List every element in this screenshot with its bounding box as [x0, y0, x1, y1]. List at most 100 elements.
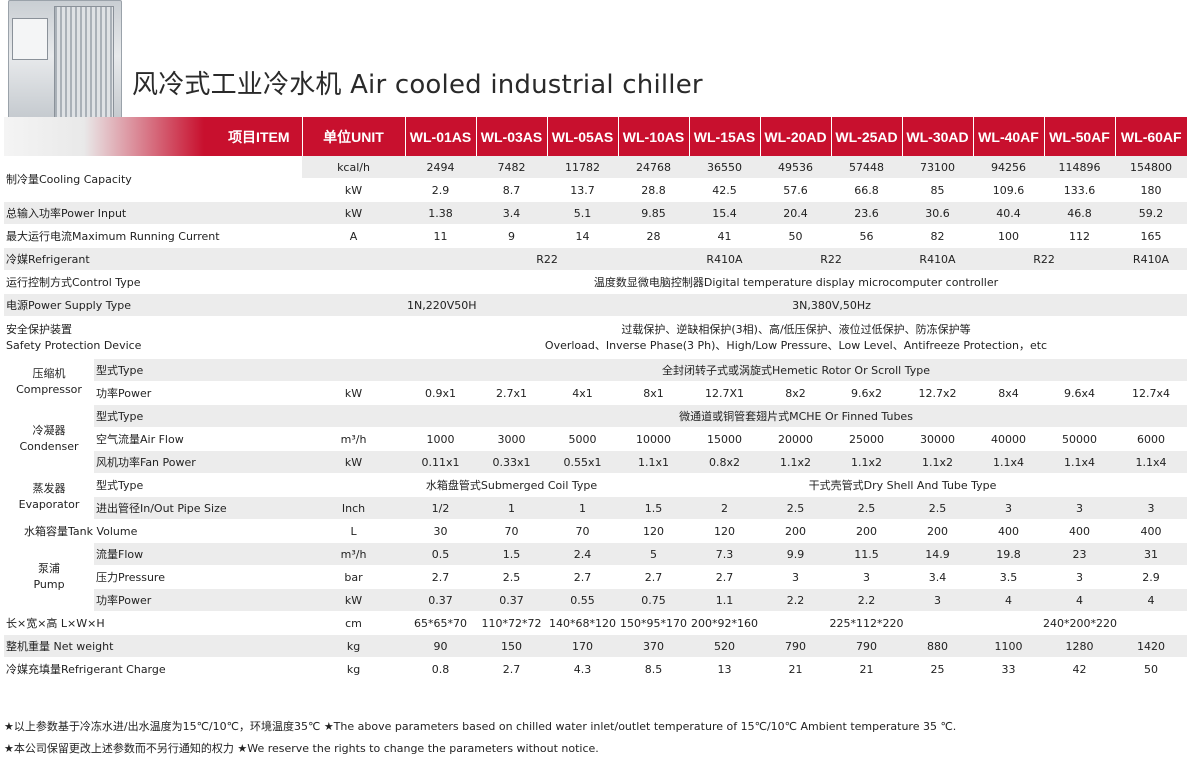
- header-unit: 单位UNIT: [301, 117, 406, 156]
- value-cell: 1.1: [689, 588, 761, 612]
- unit-cell: bar: [302, 565, 406, 589]
- dimension-label: 长×宽×高 L×W×H: [4, 611, 303, 635]
- condenser-type-label: 型式Type: [94, 404, 303, 428]
- evaporator-type-value: 干式壳管式Dry Shell And Tube Type: [618, 473, 1188, 497]
- value-cell: 3000: [476, 427, 548, 451]
- safety-value: 过载保护、逆缺相保护(3相)、高/低压保护、液位过低保护、防冻保护等 Overl…: [405, 316, 1188, 359]
- value-cell: 2.5: [831, 496, 903, 520]
- value-cell: 0.37: [476, 588, 548, 612]
- value-cell: 200: [760, 519, 832, 543]
- value-cell: 1: [547, 496, 619, 520]
- value-cell: 11: [405, 224, 477, 248]
- unit-cell: kW: [302, 201, 406, 225]
- value-cell: 4.3: [547, 657, 619, 681]
- evaporator-pipe-label: 进出管径In/Out Pipe Size: [94, 496, 303, 520]
- value-cell: 2.2: [831, 588, 903, 612]
- refrigerant-value: R410A: [902, 247, 974, 271]
- value-cell: 5.1: [547, 201, 619, 225]
- max-current-label: 最大运行电流Maximum Running Current: [4, 224, 303, 248]
- condenser-air-label: 空气流量Air Flow: [94, 427, 303, 451]
- row-compressor-type: 压缩机 Compressor 型式Type 全封闭转子式或涡旋式Hemetic …: [4, 358, 1188, 405]
- value-cell: 50000: [1044, 427, 1116, 451]
- pump-group: 泵浦 Pump: [4, 542, 94, 612]
- power-supply-value: 1N,220V50Hz: [405, 293, 477, 317]
- unit-cell: kW: [302, 381, 406, 405]
- value-cell: 140*68*120: [547, 611, 619, 635]
- value-cell: 2.5: [476, 565, 548, 589]
- value-cell: 25: [902, 657, 974, 681]
- value-cell: 5000: [547, 427, 619, 451]
- row-power-input: 总输入功率Power Input kW 1.38 3.4 5.1 9.85 15…: [4, 201, 1188, 225]
- value-cell: 4: [1044, 588, 1116, 612]
- unit-cell: [302, 358, 406, 382]
- row-control: 运行控制方式Control Type 温度数显微电脑控制器Digital tem…: [4, 270, 1188, 294]
- header-model: WL-03AS: [475, 117, 548, 156]
- value-cell: 133.6: [1044, 178, 1116, 202]
- value-cell: 15000: [689, 427, 761, 451]
- evaporator-group-en: Evaporator: [18, 497, 80, 511]
- value-cell: 30.6: [902, 201, 974, 225]
- value-cell: 2.2: [760, 588, 832, 612]
- evaporator-type-label: 型式Type: [94, 473, 303, 497]
- value-cell: 1.5: [618, 496, 690, 520]
- header-model: WL-01AS: [404, 117, 477, 156]
- value-cell: 1.1x4: [973, 450, 1045, 474]
- value-cell: 120: [618, 519, 690, 543]
- value-cell: 46.8: [1044, 201, 1116, 225]
- row-evaporator-type: 蒸发器 Evaporator 型式Type 水箱盘管式Submerged Coi…: [4, 473, 1188, 520]
- value-cell: 36550: [689, 156, 761, 179]
- row-dimension: 长×宽×高 L×W×H cm 65*65*70 110*72*72 140*68…: [4, 611, 1188, 635]
- header-model: WL-10AS: [617, 117, 690, 156]
- value-cell: 8x2: [760, 381, 832, 405]
- value-cell: 0.5: [405, 542, 477, 566]
- row-refrigerant: 冷媒Refrigerant R22 R410A R22 R410A R22 R4…: [4, 247, 1188, 271]
- value-cell: 1.1x2: [831, 450, 903, 474]
- control-panel: [12, 18, 48, 60]
- unit-cell: kW: [302, 588, 406, 612]
- row-power-supply: 电源Power Supply Type 1N,220V50Hz 3N,380V,…: [4, 293, 1188, 317]
- value-cell: 8x4: [973, 381, 1045, 405]
- value-cell: 2.7: [689, 565, 761, 589]
- value-cell: 12.7x2: [902, 381, 974, 405]
- value-cell: 154800: [1115, 156, 1188, 179]
- charge-label: 冷媒充填量Refrigerant Charge: [4, 657, 303, 681]
- row-pump-pressure: 压力Pressure bar 2.7 2.5 2.7 2.7 2.7 3 3 3…: [4, 565, 1188, 589]
- value-cell: 10000: [618, 427, 690, 451]
- compressor-type-label: 型式Type: [94, 358, 303, 382]
- value-cell: 8.5: [618, 657, 690, 681]
- tank-label: 水箱容量Tank Volume: [4, 519, 303, 543]
- safety-label-cn: 安全保护装置: [6, 322, 72, 336]
- refrigerant-value: R410A: [689, 247, 761, 271]
- power-supply-label: 电源Power Supply Type: [4, 293, 303, 317]
- value-cell: 1: [476, 496, 548, 520]
- header-model: WL-60AF: [1114, 117, 1188, 156]
- value-cell: 2.7: [405, 565, 477, 589]
- value-cell: 9.6x2: [831, 381, 903, 405]
- value-cell: 25000: [831, 427, 903, 451]
- value-cell: 28.8: [618, 178, 690, 202]
- value-cell: 150*95*170: [618, 611, 690, 635]
- unit-cell: [302, 247, 406, 271]
- value-cell: 3: [831, 565, 903, 589]
- value-cell: 57448: [831, 156, 903, 179]
- unit-cell: cm: [302, 611, 406, 635]
- unit-cell: A: [302, 224, 406, 248]
- row-pump-power: 功率Power kW 0.37 0.37 0.55 0.75 1.1 2.2 2…: [4, 588, 1188, 612]
- value-cell: 8x1: [618, 381, 690, 405]
- pump-pressure-label: 压力Pressure: [94, 565, 303, 589]
- value-cell: 400: [1115, 519, 1188, 543]
- value-cell: 23.6: [831, 201, 903, 225]
- condenser-type-value: 微通道或铜管套翅片式MCHE Or Finned Tubes: [405, 404, 1188, 428]
- value-cell: 1000: [405, 427, 477, 451]
- value-cell: 30: [405, 519, 477, 543]
- power-input-label: 总输入功率Power Input: [4, 201, 303, 225]
- value-cell: 33: [973, 657, 1045, 681]
- value-cell: 2.5: [902, 496, 974, 520]
- value-cell: 2.5: [760, 496, 832, 520]
- value-cell: 3: [760, 565, 832, 589]
- header-model: WL-15AS: [688, 117, 761, 156]
- value-cell: 11782: [547, 156, 619, 179]
- unit-cell: [302, 473, 406, 497]
- pump-flow-label: 流量Flow: [94, 542, 303, 566]
- value-cell: 59.2: [1115, 201, 1188, 225]
